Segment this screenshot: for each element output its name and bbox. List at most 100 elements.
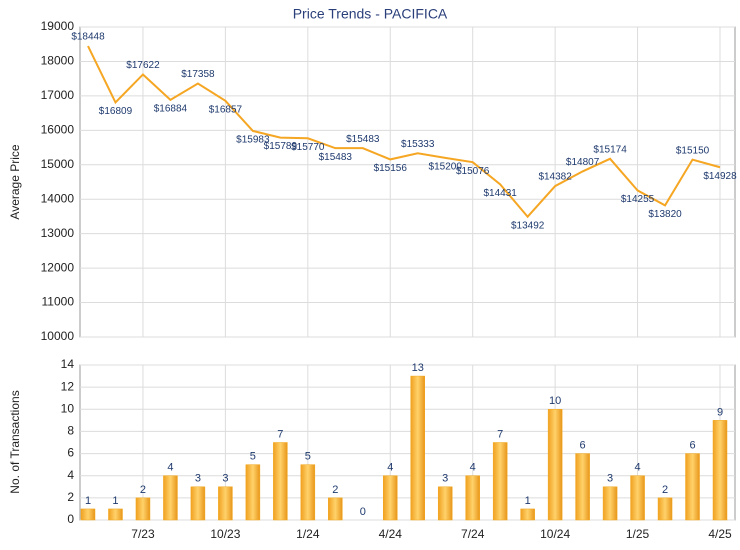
data-label: 3 (607, 473, 613, 485)
data-label: 5 (305, 451, 311, 463)
x-tick-label: 7/24 (461, 527, 485, 541)
bar (163, 475, 178, 521)
data-label: 4 (387, 462, 393, 474)
data-label: 4 (470, 462, 476, 474)
y-tick-label: 14 (61, 357, 75, 371)
bar (465, 475, 480, 521)
data-label: 4 (167, 462, 173, 474)
data-label: $17358 (181, 69, 215, 80)
data-label: 2 (332, 484, 338, 496)
data-label: 2 (662, 484, 668, 496)
data-label: $16884 (154, 104, 188, 115)
bar (108, 508, 123, 521)
y-tick-label: 18000 (41, 54, 75, 68)
data-label: 5 (250, 451, 256, 463)
data-label: $14255 (621, 194, 655, 205)
data-label: $15174 (593, 144, 627, 155)
bar (437, 486, 453, 521)
y-tick-label: 6 (67, 446, 74, 460)
y-tick-label: 12000 (41, 260, 75, 274)
data-label: 6 (689, 439, 695, 451)
data-label: 2 (140, 484, 146, 496)
y-tick-label: 12 (61, 379, 75, 393)
y-tick-label: 10 (61, 401, 75, 415)
data-label: 7 (497, 428, 503, 440)
data-label: $15770 (291, 142, 325, 153)
data-label: $15156 (374, 163, 408, 174)
data-label: $15789 (264, 141, 298, 152)
bar (492, 442, 508, 521)
data-label: $14928 (703, 171, 737, 182)
bar (657, 497, 673, 521)
y-tick-label: 10000 (41, 329, 75, 343)
x-tick-label: 10/24 (540, 527, 570, 541)
y-tick-label: 19000 (41, 19, 75, 33)
bar (300, 464, 316, 521)
bar (575, 453, 590, 521)
data-label: 13 (412, 362, 424, 374)
data-label: $16809 (99, 106, 133, 117)
y-tick-label: 14000 (41, 191, 75, 205)
data-label: $14431 (483, 188, 517, 199)
data-label: $18448 (71, 32, 105, 43)
x-tick-label: 1/25 (626, 527, 650, 541)
data-label: 6 (580, 439, 586, 451)
data-label: $13820 (648, 209, 682, 220)
x-tick-label: 4/24 (379, 527, 403, 541)
bar (328, 497, 343, 521)
data-label: $15483 (319, 152, 353, 163)
bar (685, 453, 700, 521)
bar (218, 486, 233, 521)
plot-area (79, 26, 736, 338)
y-axis-title: No. of Transactions (8, 390, 22, 493)
bar (273, 442, 288, 521)
bar (383, 475, 398, 521)
data-label: $15200 (429, 162, 463, 173)
price-line (87, 45, 721, 219)
data-label: 4 (635, 462, 641, 474)
data-label: $13492 (511, 220, 545, 231)
bar (190, 486, 206, 521)
data-label: $15333 (401, 139, 435, 150)
data-label: 1 (525, 495, 531, 507)
data-label: $14807 (566, 157, 600, 168)
data-label: 3 (442, 473, 448, 485)
y-tick-label: 17000 (41, 88, 75, 102)
data-label: 1 (112, 495, 118, 507)
bar (520, 508, 535, 521)
data-label: $16857 (209, 104, 243, 115)
chart-title: Price Trends - PACIFICA (293, 6, 448, 22)
data-label: 3 (195, 473, 201, 485)
data-label: $14382 (538, 172, 572, 183)
y-axis-title: Average Price (8, 144, 22, 219)
data-label: 9 (717, 406, 723, 418)
y-tick-label: 11000 (42, 295, 75, 309)
x-tick-label: 7/23 (131, 527, 155, 541)
bar (80, 508, 96, 521)
y-tick-label: 8 (67, 424, 74, 438)
x-tick-label: 1/24 (296, 527, 320, 541)
data-label: $15483 (346, 134, 380, 145)
bar (602, 486, 618, 521)
bar (630, 475, 645, 521)
bar (135, 497, 151, 521)
data-label: $17622 (126, 60, 160, 71)
bar (547, 409, 563, 521)
y-tick-label: 13000 (41, 226, 75, 240)
data-label: 10 (549, 395, 561, 407)
x-tick-label: 10/23 (210, 527, 240, 541)
data-label: 0 (360, 506, 366, 518)
x-tick-label: 4/25 (708, 527, 732, 541)
data-label: $15076 (456, 166, 490, 177)
y-tick-label: 0 (67, 512, 74, 526)
y-tick-label: 15000 (41, 157, 75, 171)
bar (410, 375, 425, 521)
y-tick-label: 2 (67, 490, 74, 504)
data-label: 7 (277, 428, 283, 440)
y-tick-label: 4 (67, 468, 74, 482)
data-label: $15150 (676, 145, 710, 156)
y-tick-label: 16000 (41, 123, 75, 137)
data-label: $15983 (236, 135, 270, 146)
bar (712, 420, 728, 521)
